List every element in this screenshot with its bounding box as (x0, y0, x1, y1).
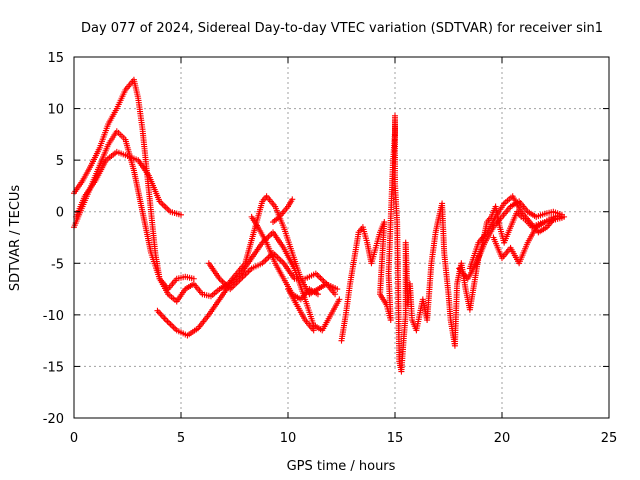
data-point (277, 257, 284, 264)
x-tick-label: 5 (177, 431, 185, 446)
data-point (317, 275, 324, 282)
data-point (245, 268, 252, 275)
data-series (71, 76, 568, 375)
data-point (159, 201, 166, 208)
series-track-j (456, 198, 565, 282)
y-axis-label: SDTVAR / TECUs (8, 185, 23, 292)
data-point (315, 273, 322, 280)
x-tick-label: 0 (70, 431, 78, 446)
series-track-i (338, 112, 565, 375)
series-track-c (73, 148, 184, 220)
series-track-d (154, 229, 343, 339)
y-axis-ticks: -20 -15 -10 -5 0 5 10 15 (43, 51, 609, 427)
data-point (154, 307, 161, 314)
y-tick-label: -5 (51, 257, 64, 272)
x-tick-label: 10 (280, 431, 297, 446)
data-point (558, 214, 565, 221)
data-point (157, 310, 164, 317)
data-point (163, 317, 170, 324)
data-point (164, 318, 171, 325)
data-point (167, 321, 174, 328)
series-track-f (248, 213, 321, 303)
x-axis-label: GPS time / hours (287, 459, 396, 474)
chart-title: Day 077 of 2024, Sidereal Day-to-day VTE… (81, 21, 603, 36)
x-tick-label: 15 (387, 431, 404, 446)
x-axis-ticks: 0 5 10 15 20 25 (70, 57, 617, 446)
data-point (161, 202, 168, 209)
series-track-b (71, 128, 197, 293)
y-tick-label: -20 (43, 412, 64, 427)
data-point (266, 232, 273, 239)
data-point (161, 315, 168, 322)
data-point (262, 257, 269, 264)
data-point (334, 286, 341, 293)
data-point (279, 258, 286, 265)
data-point (166, 319, 173, 326)
data-point (289, 196, 296, 203)
data-point (164, 205, 171, 212)
data-point (178, 211, 184, 218)
data-point (336, 296, 343, 303)
data-point (170, 324, 177, 331)
series-track-h (285, 286, 317, 334)
data-point (162, 204, 169, 211)
series-track-l (490, 214, 565, 267)
data-point (218, 277, 225, 284)
series-track-k (466, 193, 568, 272)
data-point (169, 322, 176, 329)
data-point (263, 255, 270, 262)
data-point (310, 327, 317, 334)
data-point (314, 272, 321, 279)
y-tick-label: 15 (47, 51, 64, 66)
data-point (332, 291, 339, 298)
x-tick-label: 20 (494, 431, 511, 446)
y-tick-label: 10 (47, 103, 64, 118)
data-point (190, 275, 197, 282)
data-point (318, 276, 325, 283)
y-tick-label: -15 (43, 360, 64, 375)
y-tick-label: 5 (56, 154, 64, 169)
y-tick-label: 0 (56, 206, 64, 221)
series-track-e (205, 249, 341, 293)
series-track-g (270, 196, 296, 226)
y-tick-label: -10 (43, 309, 64, 324)
x-tick-label: 25 (601, 431, 618, 446)
data-point (320, 277, 327, 284)
plot-frame (73, 56, 610, 419)
data-point (158, 312, 165, 319)
data-point (314, 291, 321, 298)
